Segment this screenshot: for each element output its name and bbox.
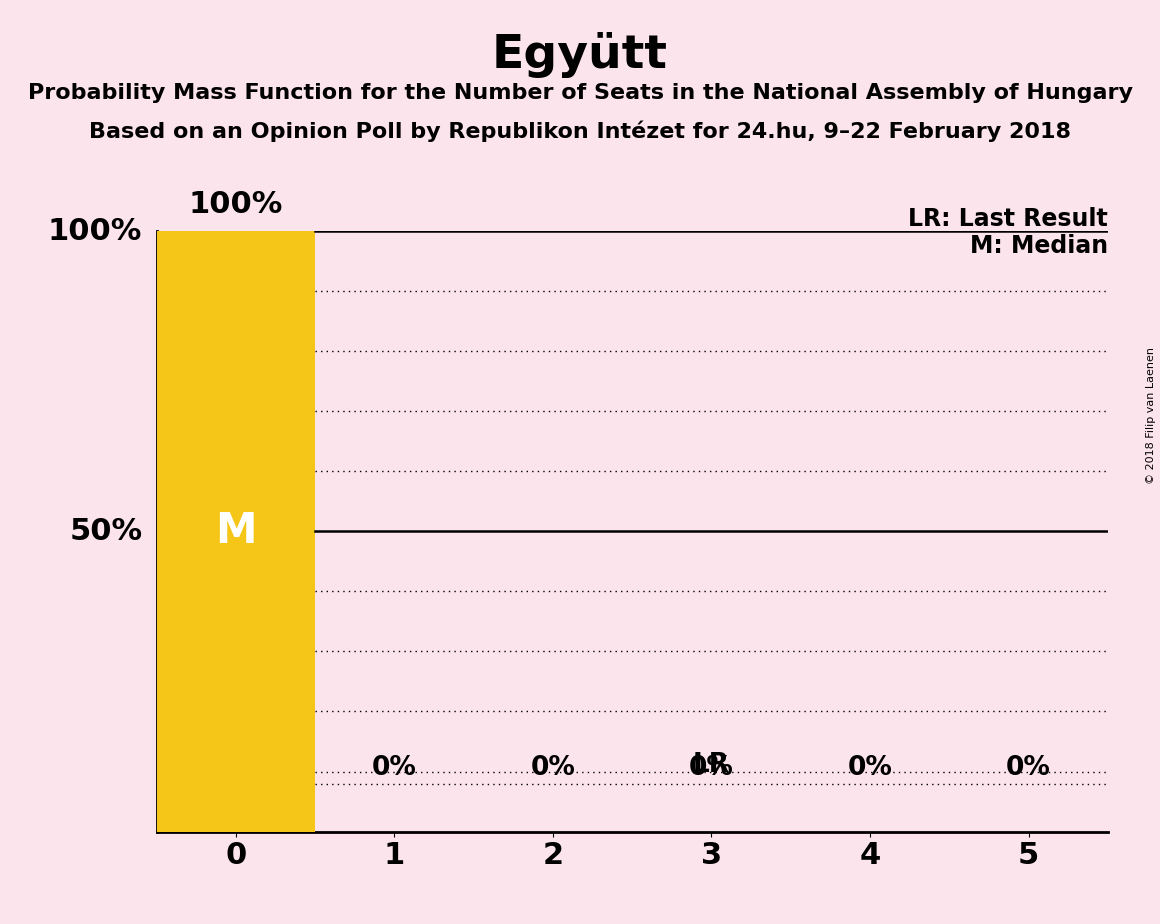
Text: © 2018 Filip van Laenen: © 2018 Filip van Laenen (1146, 347, 1155, 484)
Text: 50%: 50% (70, 517, 143, 546)
Text: Együtt: Együtt (492, 32, 668, 79)
Text: 0%: 0% (530, 755, 575, 781)
Text: 0%: 0% (1006, 755, 1051, 781)
Text: 0%: 0% (689, 755, 734, 781)
Text: M: M (215, 510, 256, 553)
Text: 100%: 100% (189, 190, 283, 219)
Text: LR: Last Result: LR: Last Result (908, 207, 1108, 231)
Text: 0%: 0% (848, 755, 892, 781)
Text: M: Median: M: Median (970, 234, 1108, 258)
Text: Probability Mass Function for the Number of Seats in the National Assembly of Hu: Probability Mass Function for the Number… (28, 83, 1132, 103)
Text: 0%: 0% (372, 755, 416, 781)
Bar (157, 231, 316, 832)
Text: Based on an Opinion Poll by Republikon Intézet for 24.hu, 9–22 February 2018: Based on an Opinion Poll by Republikon I… (89, 120, 1071, 141)
Text: 100%: 100% (48, 216, 143, 246)
Text: LR: LR (693, 751, 730, 778)
